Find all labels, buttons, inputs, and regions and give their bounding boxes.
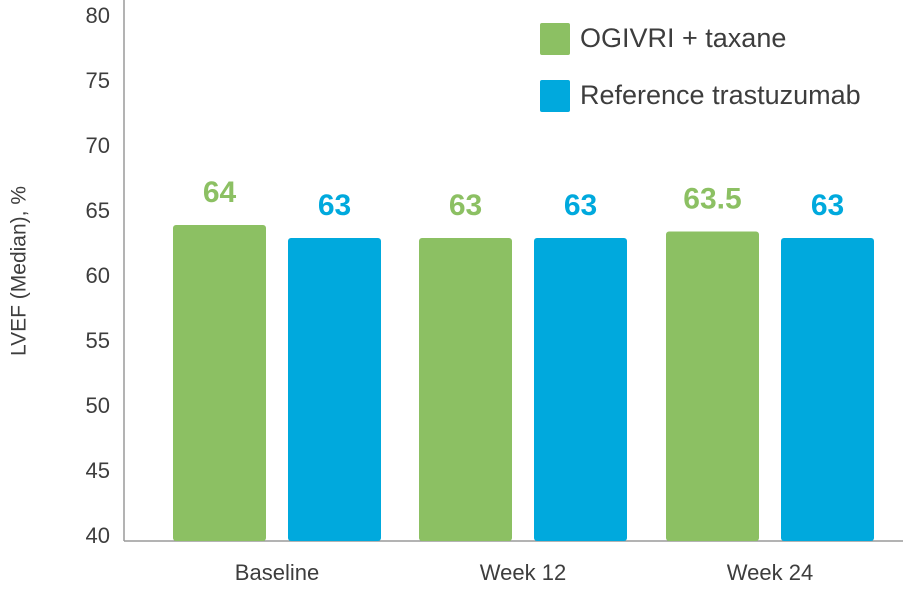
data-label: 63.5 bbox=[683, 183, 741, 216]
data-label: 63 bbox=[318, 189, 351, 222]
y-tick-label: 80 bbox=[86, 3, 110, 28]
y-tick-label: 60 bbox=[86, 263, 110, 288]
y-tick-label: 65 bbox=[86, 198, 110, 223]
legend-swatch bbox=[540, 23, 570, 55]
bars bbox=[173, 225, 874, 541]
y-tick-label: 40 bbox=[86, 523, 110, 548]
legend-swatch bbox=[540, 80, 570, 112]
category-label: Week 24 bbox=[727, 560, 813, 585]
bar-reference-week-12 bbox=[534, 238, 627, 541]
y-tick-label: 55 bbox=[86, 328, 110, 353]
y-tick-label: 45 bbox=[86, 458, 110, 483]
data-label: 64 bbox=[203, 176, 237, 209]
bar-reference-baseline bbox=[288, 238, 381, 541]
bar-ogivri-baseline bbox=[173, 225, 266, 541]
y-tick-label: 70 bbox=[86, 133, 110, 158]
legend-label: OGIVRI + taxane bbox=[580, 23, 786, 53]
y-tick-labels: 40 45 50 55 60 65 70 75 80 bbox=[86, 3, 110, 548]
category-label: Week 12 bbox=[480, 560, 566, 585]
category-label: Baseline bbox=[235, 560, 319, 585]
legend-label: Reference trastuzumab bbox=[580, 80, 861, 110]
bar-ogivri-week-12 bbox=[419, 238, 512, 541]
bar-ogivri-week-24 bbox=[666, 231, 759, 541]
bar-reference-week-24 bbox=[781, 238, 874, 541]
category-labels: Baseline Week 12 Week 24 bbox=[235, 560, 813, 585]
y-axis-label: LVEF (Median), % bbox=[8, 186, 31, 356]
data-labels: 64 63 63 63 63.5 63 bbox=[203, 176, 844, 222]
data-label: 63 bbox=[449, 189, 482, 222]
data-label: 63 bbox=[564, 189, 597, 222]
y-tick-label: 50 bbox=[86, 393, 110, 418]
data-label: 63 bbox=[811, 189, 844, 222]
legend: OGIVRI + taxane Reference trastuzumab bbox=[540, 23, 861, 112]
y-tick-label: 75 bbox=[86, 68, 110, 93]
